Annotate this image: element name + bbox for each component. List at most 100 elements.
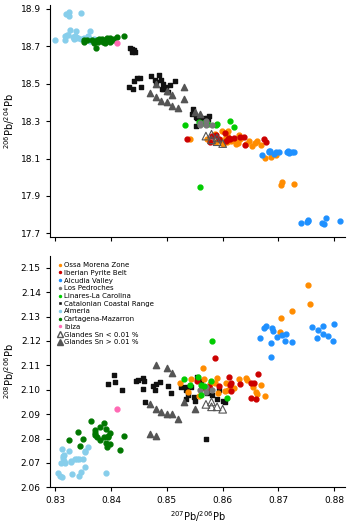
Point	[232, 384, 237, 392]
Point	[209, 121, 214, 129]
Point	[198, 386, 203, 394]
Point	[92, 429, 98, 437]
Point	[177, 379, 183, 387]
Point	[78, 468, 84, 476]
Point	[323, 214, 329, 223]
Point	[158, 75, 164, 84]
Point	[131, 46, 137, 54]
Point	[213, 130, 218, 139]
Point	[166, 382, 171, 390]
Point	[75, 34, 81, 42]
Point	[319, 219, 325, 227]
Point	[266, 148, 272, 156]
Point	[307, 299, 312, 308]
Point	[203, 117, 209, 125]
Point	[136, 376, 141, 385]
Point	[273, 148, 278, 157]
Point	[273, 151, 278, 159]
Point	[194, 373, 200, 381]
Point	[153, 405, 159, 413]
Point	[150, 382, 156, 390]
Point	[201, 382, 206, 390]
Point	[88, 27, 93, 36]
Point	[261, 324, 267, 333]
Point	[78, 9, 84, 17]
Point	[202, 117, 208, 126]
Point	[184, 135, 190, 143]
Point	[117, 445, 123, 454]
Point	[227, 135, 233, 143]
Point	[191, 393, 197, 401]
Point	[214, 374, 220, 383]
Point	[69, 470, 74, 478]
Point	[320, 322, 326, 331]
Point	[193, 113, 199, 122]
Point	[204, 114, 210, 122]
Point	[82, 36, 87, 44]
Point	[147, 430, 153, 438]
Point	[106, 36, 112, 44]
Point	[314, 334, 319, 342]
Point	[196, 392, 201, 400]
Point	[228, 136, 234, 145]
Point	[220, 139, 225, 148]
Point	[227, 117, 233, 125]
Point	[237, 133, 243, 141]
Point	[252, 379, 257, 387]
Point	[209, 391, 215, 399]
Point	[85, 32, 91, 41]
Point	[80, 35, 86, 43]
Point	[274, 333, 280, 342]
Point	[61, 452, 66, 460]
Point	[93, 44, 99, 52]
Point	[193, 122, 198, 130]
Point	[88, 37, 93, 45]
Point	[208, 377, 214, 385]
Point	[65, 30, 71, 39]
Point	[58, 459, 64, 467]
Point	[183, 395, 189, 403]
Point	[195, 373, 201, 381]
Point	[237, 135, 243, 143]
Point	[209, 386, 214, 394]
Point	[163, 83, 168, 92]
Point	[170, 102, 176, 111]
Point	[153, 379, 159, 388]
Point	[99, 35, 105, 43]
Point	[98, 423, 103, 431]
Point	[198, 110, 203, 118]
Point	[233, 137, 239, 146]
Point	[209, 130, 214, 138]
Point	[200, 119, 206, 127]
Point	[114, 32, 120, 41]
Point	[159, 85, 164, 94]
Point	[198, 380, 203, 389]
Point	[224, 137, 229, 145]
Point	[73, 27, 79, 36]
Point	[61, 457, 67, 465]
Point	[206, 383, 211, 391]
Point	[105, 433, 111, 442]
Point	[121, 32, 127, 40]
Point	[222, 133, 228, 141]
Point	[59, 473, 65, 481]
Point	[135, 73, 140, 82]
Point	[88, 417, 94, 425]
Point	[278, 181, 284, 190]
Point	[130, 85, 136, 94]
Point	[160, 85, 166, 93]
Point	[196, 118, 201, 127]
Point	[330, 336, 335, 345]
Point	[82, 36, 87, 44]
Point	[203, 132, 209, 140]
Point	[78, 441, 83, 450]
Point	[80, 435, 86, 443]
Point	[270, 327, 276, 335]
Point	[105, 431, 111, 440]
Point	[203, 383, 209, 391]
Point	[236, 375, 242, 384]
Point	[114, 38, 120, 47]
Point	[258, 140, 263, 149]
Point	[286, 149, 292, 157]
Point	[140, 385, 146, 394]
